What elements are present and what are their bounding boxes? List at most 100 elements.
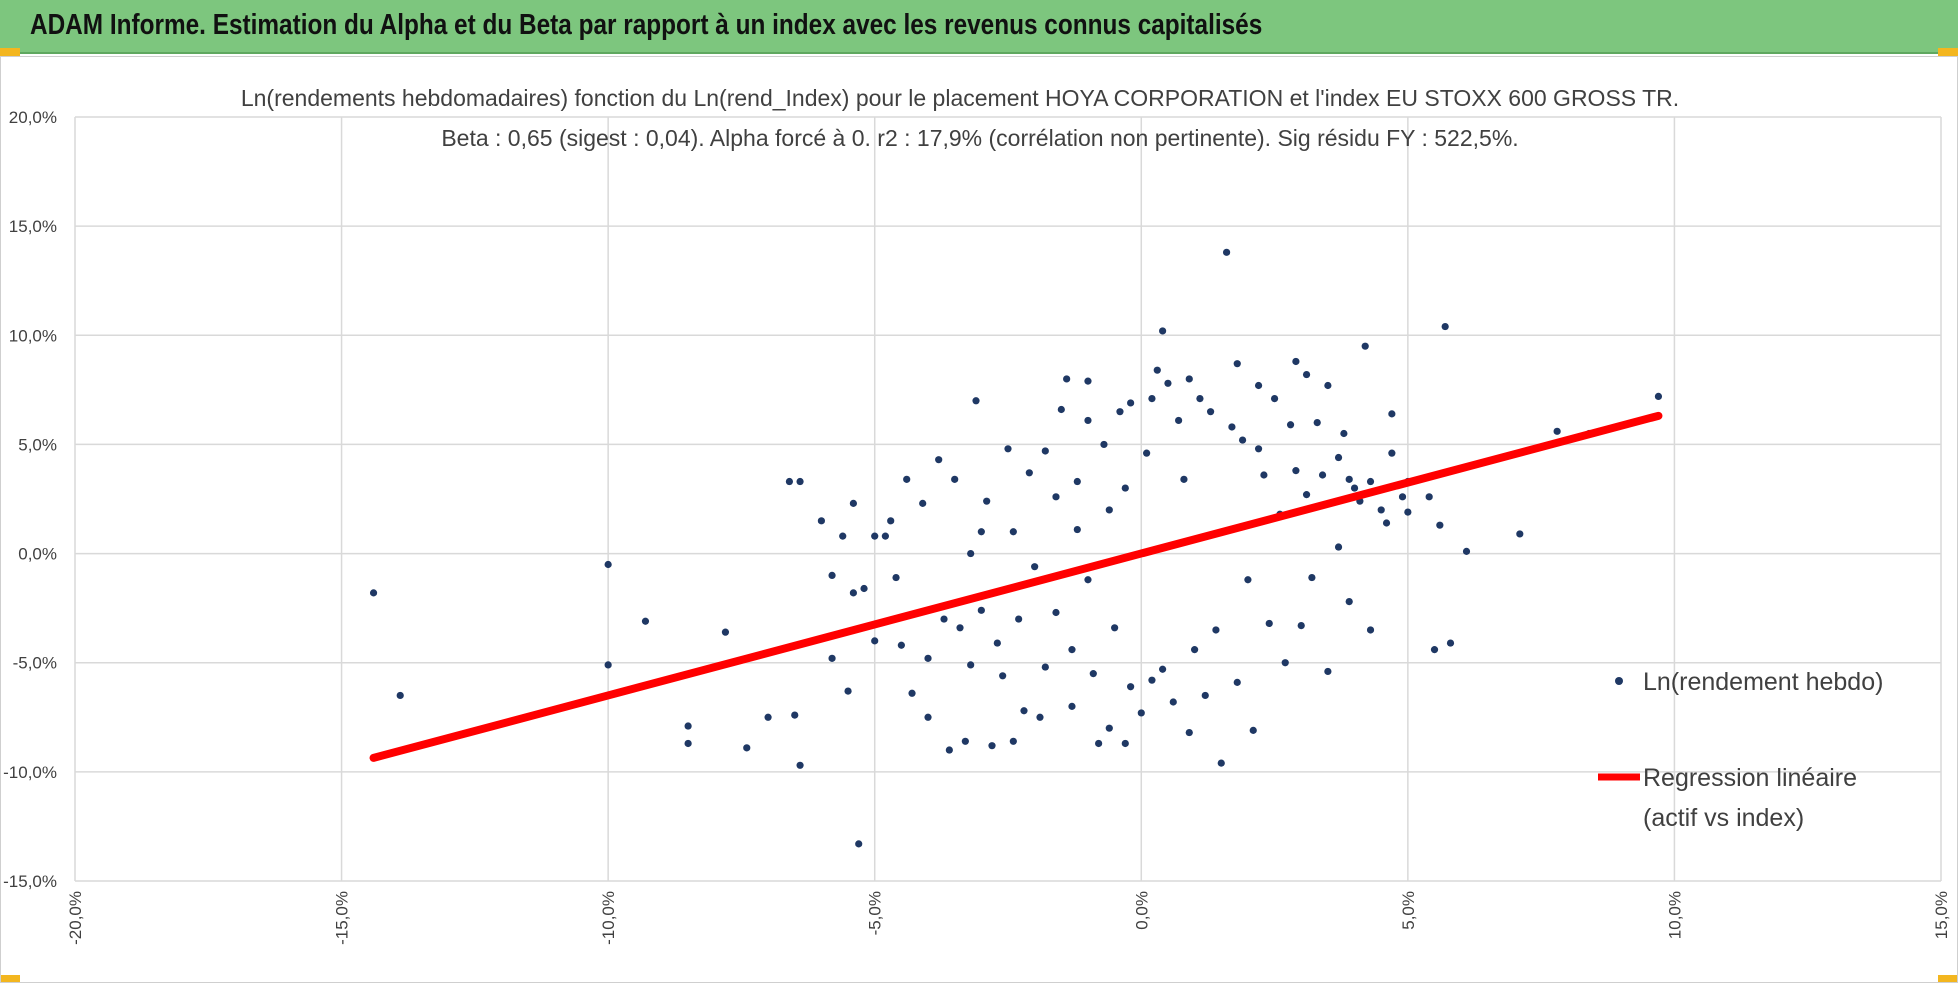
scatter-point [641, 617, 650, 625]
scatter-point [1105, 724, 1113, 732]
scatter-point [967, 549, 975, 558]
scatter-point [1015, 615, 1023, 623]
y-tick-label: 15,0% [9, 217, 57, 236]
scatter-point [1127, 399, 1135, 407]
scatter-point [860, 584, 868, 593]
scatter-point [1068, 646, 1076, 654]
scatter-point [1116, 408, 1124, 416]
x-tick-label: 10,0% [1665, 891, 1684, 939]
scatter-point [1292, 357, 1300, 366]
scatter-point [945, 746, 953, 754]
scatter-point [828, 571, 836, 580]
y-tick-label: -5,0% [13, 654, 57, 673]
scatter-point [1436, 521, 1444, 529]
scatter-point [1254, 445, 1263, 453]
scatter-point [1063, 375, 1071, 383]
scatter-point [1382, 519, 1391, 527]
scatter-point [919, 499, 927, 507]
x-tick-label: 0,0% [1132, 891, 1151, 930]
legend-label-regression-sub: (actif vs index) [1643, 804, 1804, 832]
scatter-point [988, 742, 996, 750]
scatter-point [604, 661, 612, 669]
scatter-point [1265, 619, 1273, 628]
y-tick-label: 5,0% [18, 435, 57, 454]
scatter-point [1292, 467, 1300, 475]
scatter-point [369, 589, 378, 597]
legend-label-points: Ln(rendement hebdo) [1643, 668, 1883, 696]
scatter-point [871, 637, 879, 645]
legend-label-regression: Regression linéaire [1643, 764, 1857, 792]
scatter-point [1084, 416, 1092, 425]
y-tick-label: 20,0% [9, 108, 57, 127]
scatter-point [1004, 445, 1012, 453]
scatter-point [967, 661, 975, 669]
scatter-point [892, 573, 900, 582]
scatter-point [951, 475, 959, 483]
scatter-point [1057, 405, 1065, 414]
scatter-point [1148, 394, 1156, 403]
scatter-point [1446, 639, 1455, 647]
scatter-point [1217, 759, 1225, 767]
scatter-point [1430, 646, 1439, 654]
scatter-point [796, 761, 804, 769]
scatter-point [1340, 429, 1348, 438]
scatter-point [1148, 676, 1156, 684]
scatter-point [1073, 525, 1081, 534]
axes: -20,0% -15,0% -10,0% -5,0% 0,0% 5,0% 10,0% 15,0… [3, 108, 1951, 945]
scatter-point [849, 589, 857, 597]
scatter-point [1041, 447, 1049, 455]
scatter-point [849, 499, 857, 507]
scatter-point [1143, 449, 1151, 457]
scatter-point [844, 687, 852, 695]
scatter-point [1201, 691, 1209, 700]
scatter-point [1111, 624, 1119, 632]
x-tick-label: 15,0% [1932, 891, 1951, 939]
y-tick-label: -10,0% [3, 763, 57, 782]
scatter-point [839, 532, 847, 540]
scatter-point [881, 532, 889, 540]
scatter-point [1052, 493, 1060, 501]
scatter-point [855, 840, 863, 848]
scatter-point [1324, 667, 1332, 676]
corner-mark-left-bottom [0, 975, 20, 983]
scatter-point [1121, 739, 1129, 748]
scatter-point [1345, 475, 1353, 483]
scatter-point [791, 711, 799, 719]
scatter-point [684, 739, 692, 748]
scatter-point [1036, 713, 1044, 721]
scatter-point [396, 691, 404, 700]
corner-mark-right-top [1938, 48, 1958, 56]
scatter-point [1191, 646, 1199, 654]
scatter-point [1180, 475, 1188, 483]
scatter-point [1196, 394, 1204, 403]
scatter-point [1308, 573, 1316, 582]
scatter-point [1020, 707, 1028, 715]
scatter-point [1238, 436, 1247, 444]
scatter-point [1137, 709, 1145, 717]
scatter-point [1025, 469, 1033, 477]
scatter-point [1169, 698, 1177, 706]
scatter-point [1159, 327, 1167, 335]
scatter-point [1121, 484, 1129, 492]
scatter-point [684, 722, 692, 730]
scatter-point [1185, 375, 1193, 383]
scatter-point [956, 624, 964, 632]
scatter-point [1153, 366, 1161, 374]
report-banner: ADAM Informe. Estimation du Alpha et du … [0, 0, 1958, 54]
regression-line-group [369, 411, 1663, 762]
scatter-point [1388, 410, 1396, 418]
x-tick-label: 5,0% [1399, 891, 1418, 930]
chart-title: Ln(rendements hebdomadaires) fonction du… [241, 85, 1679, 111]
scatter-point [1388, 449, 1396, 457]
scatter-point [1377, 506, 1385, 514]
scatter-point [977, 606, 985, 614]
scatter-point [1366, 477, 1375, 486]
scatter-point [1212, 626, 1220, 634]
scatter-point [1041, 663, 1049, 671]
scatter-point [1260, 471, 1268, 479]
scatter-point [1233, 678, 1241, 686]
scatter-point [1313, 419, 1321, 427]
scatter-point [785, 477, 794, 486]
scatter-point [1350, 484, 1359, 492]
